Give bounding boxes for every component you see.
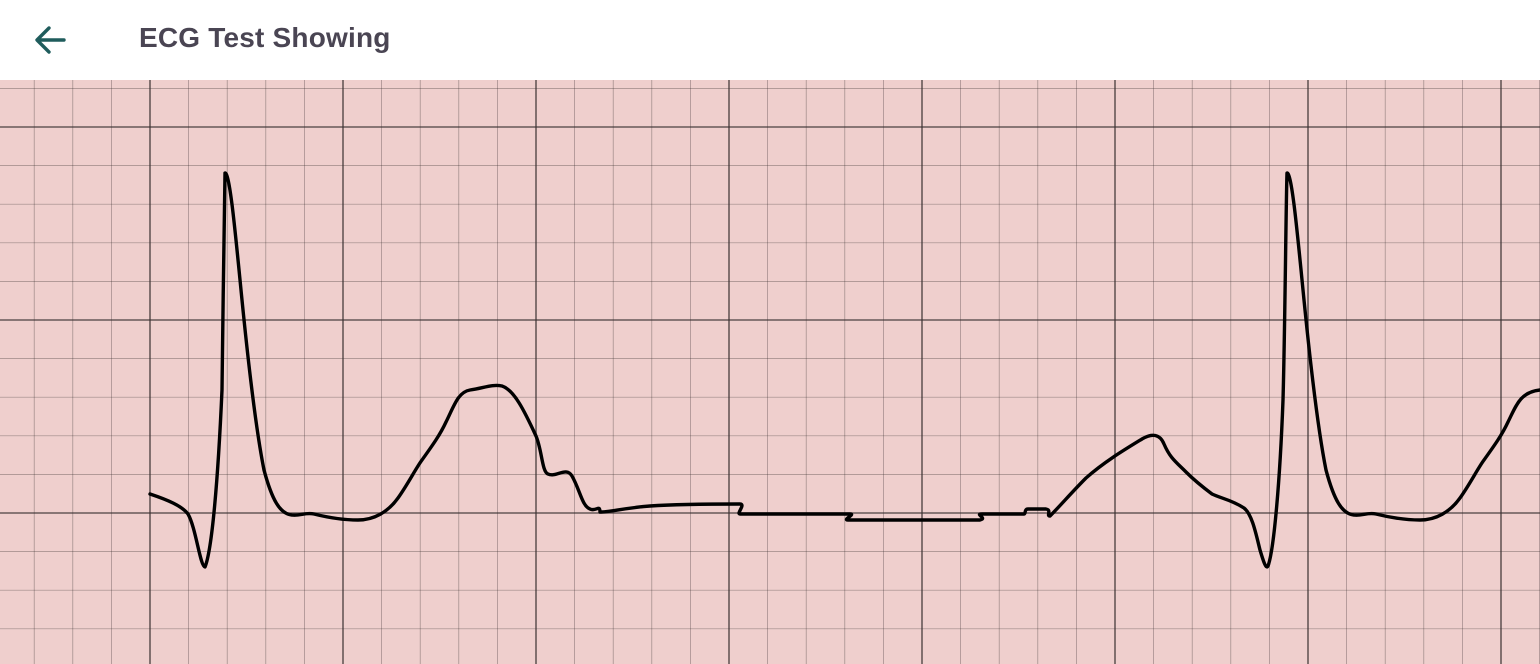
page-title: ECG Test Showing: [139, 22, 391, 53]
ecg-grid: [0, 80, 1540, 664]
app-bar: ECG Test Showing: [0, 0, 1540, 80]
ecg-chart: [0, 80, 1540, 664]
back-button[interactable]: [22, 16, 78, 64]
ecg-paper: [0, 80, 1540, 664]
arrow-left-icon: [35, 26, 66, 54]
ecg-trace: [148, 171, 1540, 569]
